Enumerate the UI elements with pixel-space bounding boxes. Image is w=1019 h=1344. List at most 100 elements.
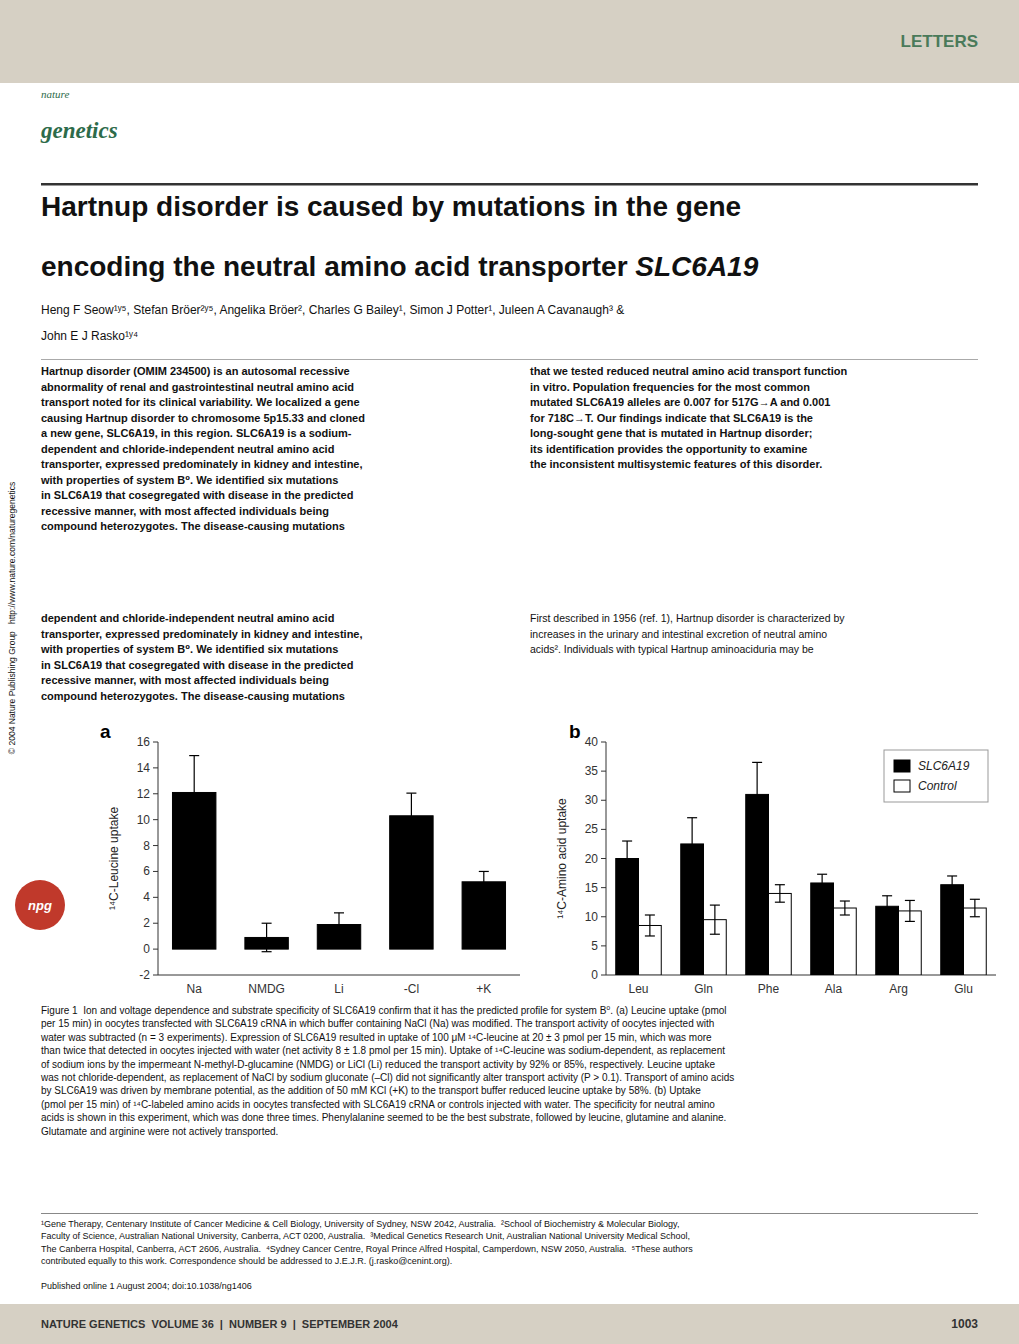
caption-line: acids is shown in this experiment, which… (41, 1112, 726, 1123)
y-tick-label: 2 (143, 916, 150, 930)
paragraph-line: in SLC6A19 that cosegregated with diseas… (41, 489, 353, 501)
error-line (338, 913, 339, 936)
paragraph-line: in SLC6A19 that cosegregated with diseas… (41, 659, 353, 671)
error-cap (970, 916, 980, 917)
paragraph-line: long-sought gene that is mutated in Hart… (530, 427, 812, 439)
y-tick-label: 6 (143, 864, 150, 878)
paragraph-line: compound heterozygotes. The disease-caus… (41, 520, 345, 532)
error-cap (710, 934, 720, 935)
y-tick (153, 871, 158, 872)
x-tick-label: Ala (825, 982, 843, 996)
y-tick-label: 0 (591, 968, 598, 982)
journal-large: genetics (40, 118, 118, 143)
paragraph-line: abnormality of renal and gastrointestina… (41, 381, 354, 393)
y-tick-label: 14 (137, 761, 151, 775)
marks (172, 756, 505, 952)
logo-circle (15, 880, 65, 930)
y-tick (153, 845, 158, 846)
error-cap (622, 875, 632, 876)
y-axis: 0510152025303540 (585, 735, 996, 982)
error-bar (622, 841, 632, 876)
sidebar-text: © 2004 Nature Publishing Group http://ww… (7, 482, 17, 754)
y-tick-label: 20 (585, 852, 599, 866)
error-line (887, 896, 888, 917)
paragraph-line: acids². Individuals with typical Hartnup… (530, 643, 814, 655)
bar (941, 885, 964, 975)
title-part: encoding the neutral amino acid transpor… (41, 251, 635, 282)
paragraph-line: mutated SLC6A19 alleles are 0.007 for 51… (530, 396, 830, 408)
paragraph-line: in vitro. Population frequencies for the… (530, 381, 810, 393)
error-line (649, 915, 650, 936)
caption-line: per 15 min) in oocytes transfected with … (41, 1018, 714, 1029)
legend: SLC6A19Control (884, 750, 988, 802)
paragraph-line: the inconsistent multisystemic features … (530, 458, 822, 470)
legend-swatch (894, 780, 910, 792)
error-cap (406, 793, 416, 794)
error-cap (882, 916, 892, 917)
error-cap (947, 893, 957, 894)
y-axis-line (606, 742, 607, 975)
paragraph-line: a new gene, SLC6A19, in this region. SLC… (41, 427, 352, 439)
x-tick-label: Na (187, 982, 203, 996)
paragraph-line: with properties of system B⁰. We identif… (40, 474, 338, 486)
caption-line: (pmol per 15 min) of ¹⁴C-labeled amino a… (41, 1099, 715, 1110)
bar (834, 908, 857, 975)
x-tick-label: Li (334, 982, 343, 996)
error-cap (752, 762, 762, 763)
error-line (909, 900, 910, 921)
y-tick-label: 8 (143, 839, 150, 853)
paragraph-line: for 718C→T. Our findings indicate that S… (530, 412, 813, 424)
caption-line: of sodium ions by the impermeant N-methy… (41, 1059, 715, 1070)
error-bar (334, 913, 344, 936)
y-tick-label: 35 (585, 764, 599, 778)
y-tick-label: 16 (137, 735, 151, 749)
caption-line: was not chloride-dependent, as replaceme… (40, 1072, 734, 1083)
y-tick (601, 975, 606, 976)
panel-label: b (569, 721, 581, 742)
error-bar (882, 896, 892, 917)
bar (811, 883, 834, 975)
footnote-line: ¹Gene Therapy, Centenary Institute of Ca… (41, 1219, 679, 1229)
chart: a-20246810121416¹⁴C-Leucine uptakeNaNMDG… (100, 721, 520, 996)
y-tick (601, 800, 606, 801)
x-tick-label: Phe (758, 982, 780, 996)
authors: John E J Rasko¹ʸ⁴ (41, 329, 138, 343)
paragraph-line: dependent and chloride-independent neutr… (41, 443, 334, 455)
error-line (844, 901, 845, 915)
paragraph-line: compound heterozygotes. The disease-caus… (41, 690, 345, 702)
y-tick-label: 15 (585, 881, 599, 895)
paragraph-line: increases in the urinary and intestinal … (530, 628, 827, 640)
error-bar (262, 923, 272, 951)
bar (769, 893, 792, 975)
x-tick-label: Glu (954, 982, 973, 996)
y-tick-label: 4 (143, 890, 150, 904)
error-line (627, 841, 628, 876)
error-line (266, 923, 267, 951)
error-cap (645, 935, 655, 936)
error-cap (262, 923, 272, 924)
error-bar (905, 900, 915, 921)
error-line (779, 885, 780, 902)
x-tick-label: -Cl (404, 982, 419, 996)
y-tick (153, 819, 158, 820)
paragraph-line: Hartnup disorder (OMIM 234500) is an aut… (41, 365, 350, 377)
y-tick-label: 10 (585, 910, 599, 924)
error-line (411, 793, 412, 838)
error-cap (882, 895, 892, 896)
rule (41, 1213, 978, 1214)
error-bar (752, 762, 762, 826)
error-bar (189, 756, 199, 830)
error-bar (947, 876, 957, 893)
x-tick-label: NMDG (248, 982, 285, 996)
y-tick-label: 25 (585, 822, 599, 836)
paragraph-line: transport noted for its clinical variabi… (41, 396, 360, 408)
y-tick-label: 12 (137, 787, 151, 801)
error-cap (645, 914, 655, 915)
y-axis: -20246810121416 (137, 735, 520, 982)
y-tick (601, 858, 606, 859)
published-line: Published online 1 August 2004; doi:10.1… (41, 1281, 252, 1291)
title: encoding the neutral amino acid transpor… (41, 251, 759, 282)
error-line (194, 756, 195, 830)
bar (964, 908, 987, 975)
y-tick-label: 0 (143, 942, 150, 956)
